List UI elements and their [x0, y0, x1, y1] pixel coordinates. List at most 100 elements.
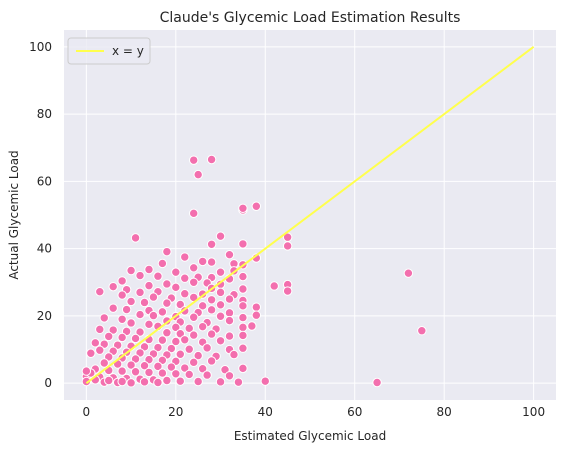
- data-point: [202, 370, 212, 380]
- data-point: [130, 233, 141, 243]
- data-point: [403, 268, 414, 278]
- data-point: [175, 376, 185, 386]
- data-point: [139, 377, 150, 387]
- data-point: [162, 328, 172, 338]
- data-point: [148, 292, 159, 302]
- data-point: [153, 271, 163, 281]
- data-point: [206, 329, 217, 339]
- reference-line-layer: [85, 46, 535, 384]
- data-point: [157, 258, 168, 269]
- data-point: [180, 289, 190, 299]
- data-point: [153, 377, 163, 388]
- legend: x = y: [67, 37, 151, 65]
- data-point: [197, 256, 208, 267]
- data-point: [238, 363, 248, 374]
- data-point: [153, 361, 163, 372]
- data-point: [189, 208, 199, 219]
- data-point: [157, 335, 168, 345]
- data-point: [86, 348, 96, 358]
- data-point: [202, 343, 212, 353]
- data-point: [148, 310, 159, 321]
- data-point: [180, 335, 190, 345]
- data-point: [144, 264, 154, 275]
- data-point: [157, 307, 168, 317]
- y-tick-label: 60: [37, 174, 52, 188]
- data-point: [282, 241, 293, 251]
- data-point: [95, 345, 105, 355]
- data-point: [224, 331, 235, 341]
- data-point: [197, 364, 208, 374]
- data-point: [144, 367, 154, 378]
- data-point: [189, 155, 199, 165]
- data-point: [139, 360, 150, 371]
- data-point: [417, 326, 427, 336]
- data-point: [238, 322, 248, 333]
- x-tick-label: 0: [83, 405, 91, 419]
- data-point: [193, 350, 203, 361]
- data-point: [206, 305, 217, 315]
- data-points: [81, 154, 427, 388]
- data-point: [269, 281, 279, 291]
- y-tick-label: 100: [29, 40, 52, 54]
- data-point: [193, 376, 203, 387]
- data-point: [215, 311, 226, 321]
- data-point: [251, 310, 262, 320]
- data-point: [372, 377, 382, 388]
- data-point: [206, 154, 217, 165]
- data-point: [171, 336, 181, 347]
- data-point: [224, 315, 235, 326]
- data-point: [135, 309, 145, 320]
- data-point: [189, 263, 199, 273]
- y-tick-label: 80: [37, 107, 52, 121]
- data-point: [139, 297, 150, 308]
- data-point: [99, 358, 109, 368]
- data-point: [215, 300, 226, 310]
- reference-line: [85, 46, 535, 384]
- y-tick-labels: 0 20 40 60 80 100: [29, 40, 52, 390]
- data-point: [108, 325, 118, 335]
- data-point: [233, 377, 244, 387]
- data-point: [215, 231, 226, 241]
- legend-label: x = y: [112, 44, 144, 58]
- data-point: [247, 321, 257, 331]
- data-point: [162, 375, 172, 386]
- data-point: [144, 280, 154, 291]
- data-point: [175, 349, 185, 359]
- data-point: [166, 343, 177, 354]
- data-point: [117, 376, 127, 387]
- y-tick-label: 0: [44, 376, 52, 390]
- data-point: [108, 303, 118, 313]
- data-point: [117, 366, 127, 376]
- data-point: [197, 301, 208, 311]
- data-point: [206, 356, 217, 366]
- data-point: [180, 252, 190, 262]
- data-point: [224, 308, 235, 318]
- data-point: [175, 299, 185, 310]
- data-point: [104, 331, 114, 342]
- data-point: [251, 201, 262, 211]
- y-tick-label: 20: [37, 309, 52, 323]
- data-point: [90, 338, 101, 348]
- data-point: [184, 369, 194, 380]
- data-point: [238, 330, 248, 341]
- data-point: [229, 349, 239, 360]
- data-point: [126, 360, 136, 370]
- data-point: [224, 371, 235, 381]
- data-point: [171, 369, 181, 379]
- data-point: [162, 246, 172, 257]
- data-point: [189, 312, 199, 322]
- data-point: [171, 282, 181, 293]
- data-point: [126, 378, 136, 388]
- data-point: [282, 286, 293, 296]
- data-point: [180, 363, 190, 373]
- data-point: [215, 287, 226, 298]
- data-point: [126, 296, 136, 307]
- data-point: [189, 357, 199, 368]
- data-point: [215, 336, 226, 346]
- x-tick-label: 60: [347, 405, 362, 419]
- data-point: [224, 294, 235, 304]
- grid-lines: [64, 30, 556, 400]
- x-tick-label: 100: [522, 405, 545, 419]
- data-point: [153, 342, 163, 353]
